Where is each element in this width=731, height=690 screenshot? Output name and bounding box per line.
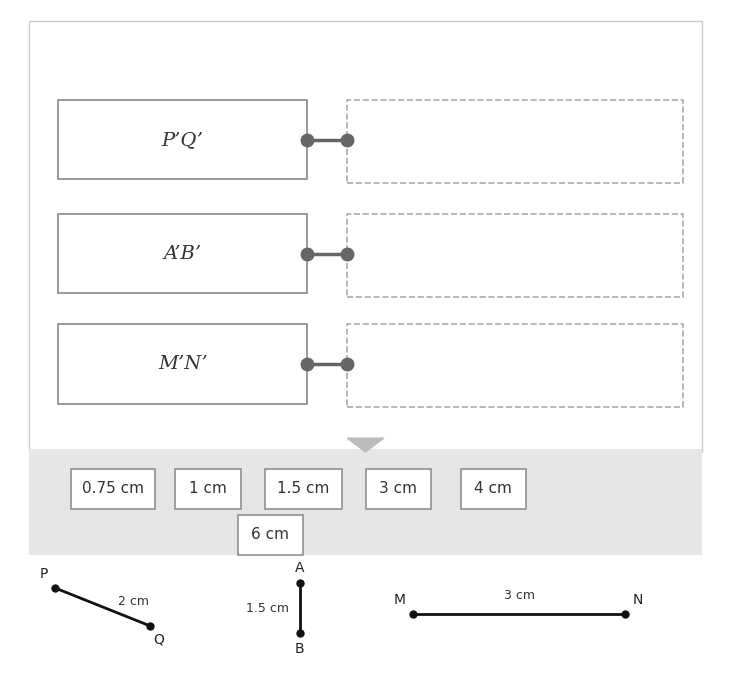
Text: 6 cm: 6 cm — [251, 527, 289, 542]
Bar — [175, 469, 241, 509]
Bar — [265, 469, 342, 509]
Bar — [461, 469, 526, 509]
Bar — [72, 469, 156, 509]
Bar — [58, 324, 307, 404]
Text: A: A — [295, 561, 304, 575]
Text: 1.5 cm: 1.5 cm — [246, 602, 289, 615]
Text: Q: Q — [154, 633, 164, 647]
Text: A’B’: A’B’ — [164, 244, 202, 263]
Text: 0.75 cm: 0.75 cm — [83, 481, 144, 496]
Text: M’N’: M’N’ — [158, 355, 208, 373]
Text: 4 cm: 4 cm — [474, 481, 512, 496]
Text: P: P — [39, 567, 48, 581]
Bar — [347, 100, 683, 183]
Bar — [29, 448, 702, 555]
Polygon shape — [347, 438, 384, 452]
Bar — [58, 214, 307, 293]
Text: 1 cm: 1 cm — [189, 481, 227, 496]
Text: 3 cm: 3 cm — [504, 589, 534, 602]
Bar — [347, 324, 683, 407]
Text: 1.5 cm: 1.5 cm — [277, 481, 330, 496]
Text: 2 cm: 2 cm — [118, 595, 149, 608]
Bar — [347, 214, 683, 297]
Bar — [238, 515, 303, 555]
Bar — [366, 469, 431, 509]
Text: M: M — [394, 593, 406, 607]
Text: 3 cm: 3 cm — [379, 481, 417, 496]
Text: P’Q’: P’Q’ — [162, 130, 204, 149]
Bar — [29, 21, 702, 452]
Bar — [58, 100, 307, 179]
Text: B: B — [295, 642, 305, 656]
Text: N: N — [632, 593, 643, 607]
